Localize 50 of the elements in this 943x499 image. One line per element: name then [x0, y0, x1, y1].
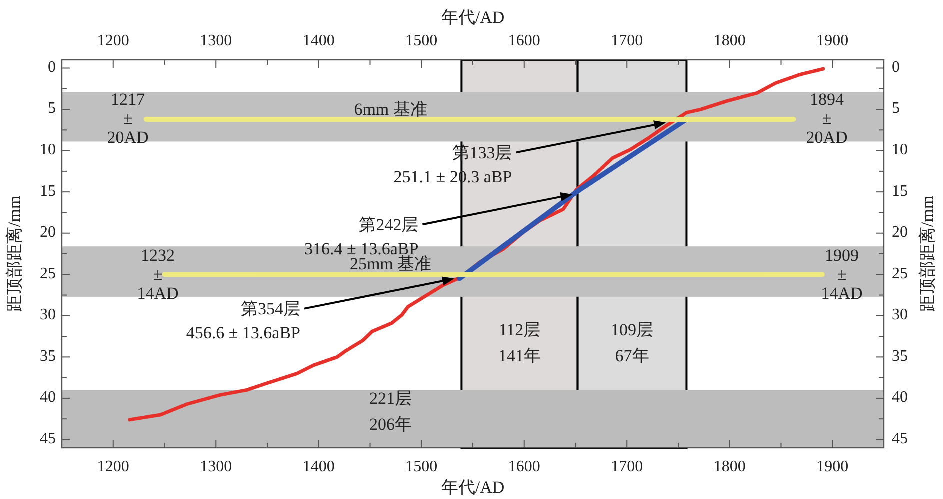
x2-tick-label: 1400: [302, 458, 335, 476]
x2-tick-label: 1600: [508, 458, 540, 476]
y-tick-label: 0: [48, 58, 56, 76]
y2-tick-label: 0: [892, 58, 900, 76]
y2-tick-label: 40: [892, 389, 908, 406]
band-label: 109层 67年: [611, 320, 654, 366]
y2-tick-label: 30: [892, 306, 908, 324]
annotation: 1894 ± 20AD: [806, 90, 848, 147]
band-label: 112层 141年: [498, 320, 541, 366]
x-tick-label: 1200: [97, 32, 130, 50]
y2-tick-label: 35: [892, 348, 908, 365]
y2-tick-label: 25: [892, 265, 908, 282]
y2-tick-label: 5: [892, 100, 900, 118]
y-tick-label: 20: [40, 224, 56, 242]
x2-tick-label: 1500: [406, 458, 438, 476]
y-tick-label: 5: [48, 100, 56, 118]
x2-tick-label: 1700: [611, 458, 644, 476]
x-tick-label: 1900: [816, 32, 849, 50]
x-tick-label: 1400: [302, 32, 335, 50]
y2-axis-title: 距顶部距离/mm: [918, 196, 937, 312]
x-tick-label: 1700: [611, 32, 644, 50]
x-tick-label: 1500: [406, 32, 438, 50]
x-tick-label: 1600: [508, 32, 540, 50]
x2-tick-label: 1200: [97, 458, 130, 476]
y-tick-label: 35: [40, 348, 56, 365]
y-tick-label: 45: [40, 430, 56, 448]
x2-axis-title: 年代/AD: [441, 8, 505, 27]
x-axis-title: 年代/AD: [441, 478, 505, 497]
x2-tick-label: 1300: [200, 458, 232, 476]
band-label: 221层 206年: [370, 389, 412, 434]
y2-tick-label: 45: [892, 430, 908, 448]
band-label: 6mm 基准: [354, 100, 428, 119]
y-tick-label: 40: [40, 389, 56, 406]
y-tick-label: 30: [40, 306, 56, 324]
y2-tick-label: 10: [892, 141, 908, 158]
annotation: 1909 ± 14AD: [821, 246, 863, 303]
annotation: 1217 ± 20AD: [107, 90, 149, 147]
y-axis-title: 距顶部距离/mm: [4, 196, 24, 312]
y-tick-label: 10: [40, 141, 56, 158]
y2-tick-label: 20: [892, 224, 908, 242]
y-tick-label: 25: [40, 265, 56, 282]
annotation: 1232 ± 14AD: [137, 246, 179, 303]
x-tick-label: 1300: [200, 32, 232, 50]
annotation: 第354层 456.6 ± 13.6aBP: [186, 300, 300, 343]
band: 221层 206年: [62, 389, 884, 448]
y2-tick-label: 15: [892, 182, 908, 200]
y-tick-label: 15: [40, 182, 56, 200]
x2-tick-label: 1800: [714, 458, 746, 476]
x-tick-label: 1800: [714, 32, 746, 50]
x2-tick-label: 1900: [816, 458, 849, 476]
